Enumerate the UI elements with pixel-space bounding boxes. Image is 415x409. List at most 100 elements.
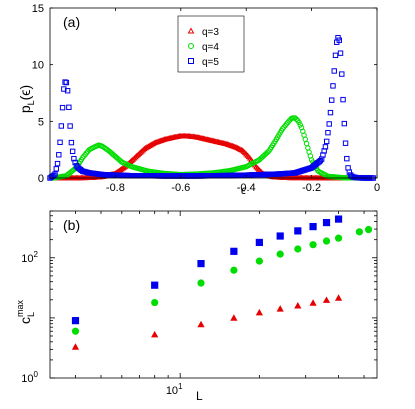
data-point: [336, 37, 342, 43]
y-tick-label: 15: [32, 3, 44, 15]
data-point: [341, 120, 348, 127]
data-point: [69, 148, 76, 155]
data-point: [71, 327, 80, 335]
data-point: [66, 104, 72, 110]
x-tick-label: -0.4: [237, 182, 256, 194]
data-point: [71, 317, 80, 325]
legend-marker: [187, 27, 195, 34]
data-point: [322, 144, 329, 150]
series-q=3: [71, 294, 343, 350]
data-point: [339, 71, 345, 77]
panel-a-label: (a): [63, 14, 80, 30]
data-point: [327, 109, 334, 116]
data-point: [294, 227, 302, 235]
data-point: [255, 308, 263, 316]
panel-a-x-ticks: -0.8 -0.6 -0.4 -0.2 0: [106, 8, 380, 194]
data-point: [309, 241, 317, 249]
legend-label: q=5: [202, 57, 219, 68]
data-point: [51, 172, 57, 179]
data-point: [276, 232, 284, 240]
panel-b-y-axis-label: cLmax: [15, 299, 36, 324]
series-q=4: [71, 225, 373, 335]
data-point: [235, 145, 242, 151]
panel-a-legend: q=3 q=4 q=5: [177, 15, 245, 73]
data-point: [56, 152, 62, 158]
legend-marker: [188, 58, 194, 64]
data-point: [63, 79, 70, 86]
y-tick-label: 102: [21, 250, 38, 265]
panel-a-y-ticks: 0 5 10 15: [32, 3, 377, 185]
data-point: [61, 86, 67, 92]
data-point: [71, 343, 80, 350]
data-point: [322, 237, 331, 245]
panel-b-y-ticks: 100 102: [21, 210, 377, 385]
data-point: [238, 146, 245, 153]
data-point: [334, 294, 343, 301]
data-point: [317, 157, 324, 164]
data-point: [329, 97, 335, 103]
data-point: [230, 247, 238, 255]
legend-item-q=5: q=5: [188, 57, 219, 68]
panel-b-plot-area: [71, 215, 373, 350]
data-point: [355, 228, 363, 236]
data-point: [151, 298, 159, 307]
panel-a-x-axis-label: ϵ: [241, 183, 247, 197]
data-point: [323, 138, 330, 145]
data-point: [233, 144, 240, 150]
data-point: [364, 225, 373, 234]
data-point: [236, 146, 243, 152]
data-point: [296, 119, 302, 126]
panel-a-frame: [49, 7, 378, 179]
data-point: [151, 330, 159, 338]
data-point: [197, 320, 205, 328]
legend-marker: [188, 43, 194, 49]
legend-label: q=3: [202, 27, 219, 38]
panel-b: 101 100 102 (b) cLmax L: [15, 210, 378, 403]
data-point: [234, 144, 241, 151]
y-tick-label: 100: [21, 370, 38, 385]
data-point: [294, 302, 302, 309]
data-point: [331, 68, 337, 74]
data-point: [230, 266, 238, 274]
x-tick-label: -0.2: [302, 182, 321, 194]
data-point: [276, 250, 284, 258]
panel-a: -0.8 -0.6 -0.4 -0.2 0 0 5 10 15 (a) pL(ϵ) ϵ q=3…: [17, 3, 380, 197]
panel-b-x-ticks: 101: [75, 211, 365, 397]
data-point: [332, 52, 339, 59]
data-point: [337, 50, 344, 56]
data-point: [325, 129, 331, 136]
data-point: [62, 79, 68, 85]
data-point: [297, 122, 303, 128]
data-point: [294, 245, 302, 253]
legend-item-q=3: q=3: [187, 27, 219, 38]
panel-b-frame: [49, 210, 378, 379]
data-point: [309, 299, 317, 306]
panel-b-label: (b): [63, 217, 80, 233]
data-point: [68, 139, 75, 146]
x-tick-label: 0: [374, 182, 380, 194]
panel-a-y-axis-label: pL(ϵ): [17, 85, 36, 113]
data-point: [52, 171, 58, 177]
data-point: [255, 257, 263, 265]
series-q=5: [71, 215, 343, 325]
data-point: [64, 88, 71, 94]
data-point: [57, 139, 63, 146]
data-point: [197, 260, 205, 268]
data-point: [344, 155, 350, 162]
data-point: [342, 140, 349, 146]
legend-item-q=4: q=4: [188, 42, 219, 53]
data-point: [276, 305, 284, 312]
data-point: [54, 160, 61, 167]
data-point: [330, 83, 336, 89]
data-point: [59, 104, 66, 111]
data-point: [309, 223, 317, 231]
data-point: [334, 234, 343, 242]
data-point: [53, 166, 59, 172]
data-point: [230, 314, 238, 321]
data-point: [322, 296, 331, 303]
data-point: [58, 123, 65, 129]
data-point: [151, 281, 159, 289]
panel-b-x-axis-label: L: [196, 389, 203, 403]
x-tick-label: -0.6: [171, 182, 190, 194]
